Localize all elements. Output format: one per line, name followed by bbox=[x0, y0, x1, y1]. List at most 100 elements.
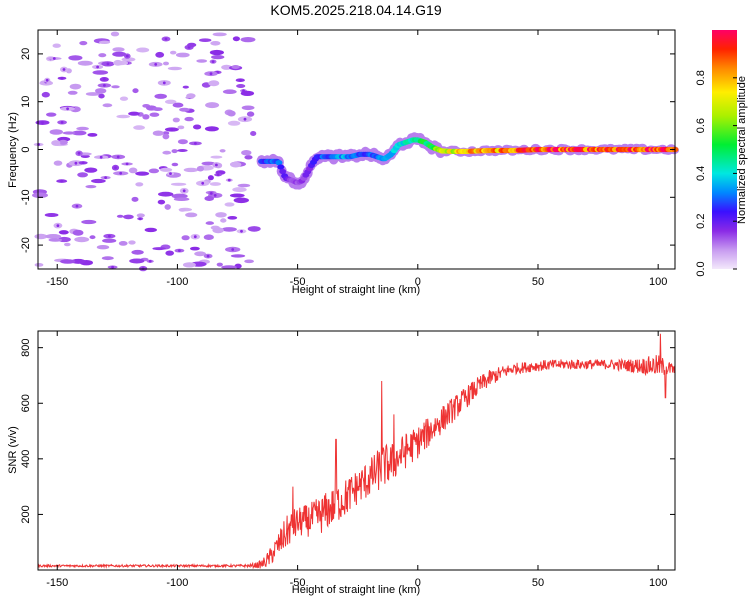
spectrogram-noise-cell bbox=[136, 47, 150, 53]
spectrogram-noise-cell bbox=[186, 93, 196, 99]
spectrogram-noise-core bbox=[60, 179, 64, 183]
spectrogram-noise-core bbox=[62, 230, 66, 234]
spectrogram-noise-cell bbox=[76, 126, 89, 131]
spectrogram-noise-cell bbox=[159, 167, 173, 172]
spectrogram-noise-core bbox=[74, 161, 78, 165]
spectrogram-noise-cell bbox=[131, 196, 139, 202]
colorbar-tick-label: 0.4 bbox=[695, 166, 707, 181]
spectrogram-noise-cell bbox=[233, 197, 249, 204]
spectrogram-noise-cell bbox=[79, 41, 88, 46]
spectrogram-noise-cell bbox=[227, 120, 241, 126]
spectrogram-noise-cell bbox=[80, 154, 90, 158]
spectrogram-noise-cell bbox=[135, 182, 144, 187]
x-tick-label: 50 bbox=[532, 577, 544, 589]
spectrogram-noise-core bbox=[170, 128, 174, 131]
spectrogram-noise-cell bbox=[89, 235, 96, 240]
spectrogram-y-ticks: -20 -10 0 10 20 bbox=[20, 48, 675, 253]
spectrogram-noise-cell bbox=[181, 235, 190, 241]
spectrogram-noise-cell bbox=[71, 258, 86, 264]
spectrogram-noise-core bbox=[77, 151, 81, 155]
spectrogram-x-axis-title: Height of straight line (km) bbox=[292, 284, 420, 296]
spectrogram-noise-cell bbox=[32, 192, 48, 199]
spectrogram-noise-cell bbox=[227, 216, 238, 220]
spectrogram-noise-cell bbox=[162, 150, 172, 155]
spectrogram-noise-cell bbox=[96, 245, 110, 250]
spectrogram-noise-cell bbox=[98, 53, 107, 58]
spectrogram-noise-cell bbox=[232, 187, 247, 193]
spectrogram-noise-cell bbox=[74, 236, 90, 243]
spectrogram-noise-cell bbox=[190, 246, 200, 251]
spectrogram-noise-cell bbox=[84, 167, 98, 173]
x-tick-label: -50 bbox=[290, 276, 306, 288]
spectrogram-noise-cell bbox=[204, 196, 214, 201]
spectrogram-noise-cell bbox=[227, 110, 236, 117]
colorbar-label: Normalized spectral amplitude bbox=[736, 76, 748, 224]
spectrogram-noise-cell bbox=[68, 55, 83, 61]
y-tick-label: 800 bbox=[20, 338, 32, 356]
spectrogram-noise-cell bbox=[241, 105, 255, 111]
spectrogram-noise-cell bbox=[116, 214, 124, 218]
x-tick-label: 0 bbox=[415, 276, 421, 288]
snr-panel: -150 -100 -50 0 50 100 200 400 600 800 Height of… bbox=[7, 330, 676, 596]
spectrogram-noise-core bbox=[56, 224, 60, 228]
y-tick-label: 20 bbox=[20, 48, 32, 60]
spectrogram-noise-cell bbox=[53, 160, 63, 166]
spectrogram-noise-cell bbox=[85, 185, 97, 189]
spectrogram-noise-cell bbox=[182, 262, 196, 268]
spectrogram-noise-cell bbox=[119, 96, 129, 101]
spectrogram-noise-cell bbox=[158, 191, 174, 197]
spectrogram-ridge-cell bbox=[275, 160, 283, 166]
spectrogram-noise-core bbox=[102, 78, 106, 81]
spectrogram-noise-core bbox=[162, 81, 166, 85]
snr-y-axis-title: SNR (v/v) bbox=[7, 426, 19, 474]
spectrogram-noise-core bbox=[111, 265, 114, 269]
spectrogram-noise-cell bbox=[175, 52, 190, 58]
spectrogram-noise-core bbox=[116, 155, 120, 159]
spectrogram-noise-cell bbox=[49, 129, 63, 135]
spectrogram-noise-core bbox=[52, 57, 56, 60]
spectrogram-noise-cell bbox=[77, 172, 88, 178]
colorbar-gradient bbox=[712, 30, 737, 269]
spectrogram-noise-cell bbox=[154, 93, 167, 99]
spectrogram-noise-cell bbox=[221, 227, 237, 232]
spectrogram-noise-core bbox=[60, 76, 64, 80]
spectrogram-noise-cell bbox=[148, 168, 160, 174]
spectrogram-noise-cell bbox=[62, 131, 76, 135]
spectrogram-noise-cell bbox=[170, 50, 177, 55]
snr-y-ticks: 200 400 600 800 bbox=[20, 338, 675, 524]
spectrogram-noise-cell bbox=[131, 249, 144, 255]
spectrogram-noise-cell bbox=[185, 212, 198, 218]
spectrogram-noise-cell bbox=[91, 178, 106, 184]
spectrogram-noise-cell bbox=[203, 234, 214, 240]
snr-series-line bbox=[37, 333, 676, 570]
y-tick-label: 400 bbox=[20, 450, 32, 468]
spectrogram-noise-cell bbox=[152, 107, 163, 111]
spectrogram-noise-core bbox=[227, 178, 231, 182]
spectrogram-noise-core bbox=[45, 78, 49, 82]
spectrogram-noise-cell bbox=[216, 262, 223, 267]
spectrogram-noise-cell bbox=[212, 227, 224, 234]
spectrogram-x-ticks: -150 -100 -50 0 50 100 bbox=[46, 30, 667, 288]
spectrogram-noise-cell bbox=[170, 182, 187, 186]
spectrogram-noise-cell bbox=[177, 139, 188, 145]
spectrogram-noise-cell bbox=[118, 241, 128, 246]
spectrogram-noise-core bbox=[240, 229, 243, 233]
spectrogram-noise-cell bbox=[92, 70, 109, 75]
spectrogram-noise-core bbox=[216, 173, 220, 177]
spectrogram-noise-cell bbox=[229, 193, 245, 198]
spectrogram-noise-cell bbox=[237, 183, 251, 188]
spectrogram-noise-cell bbox=[244, 155, 253, 160]
spectrogram-noise-cell bbox=[177, 149, 188, 152]
y-tick-label: -20 bbox=[20, 237, 32, 253]
spectrogram-noise-cell bbox=[250, 131, 257, 136]
spectrogram-noise-core bbox=[66, 107, 69, 111]
spectrogram-noise-cell bbox=[34, 263, 44, 267]
spectrogram-noise-core bbox=[209, 192, 213, 195]
spectrogram-noise-core bbox=[238, 78, 242, 82]
spectrogram-noise-cell bbox=[116, 114, 130, 119]
snr-frame bbox=[37, 330, 676, 571]
snr-background bbox=[38, 331, 675, 570]
colorbar-tick-label: 0.6 bbox=[695, 118, 707, 133]
spectrogram-noise-cell bbox=[60, 259, 76, 264]
